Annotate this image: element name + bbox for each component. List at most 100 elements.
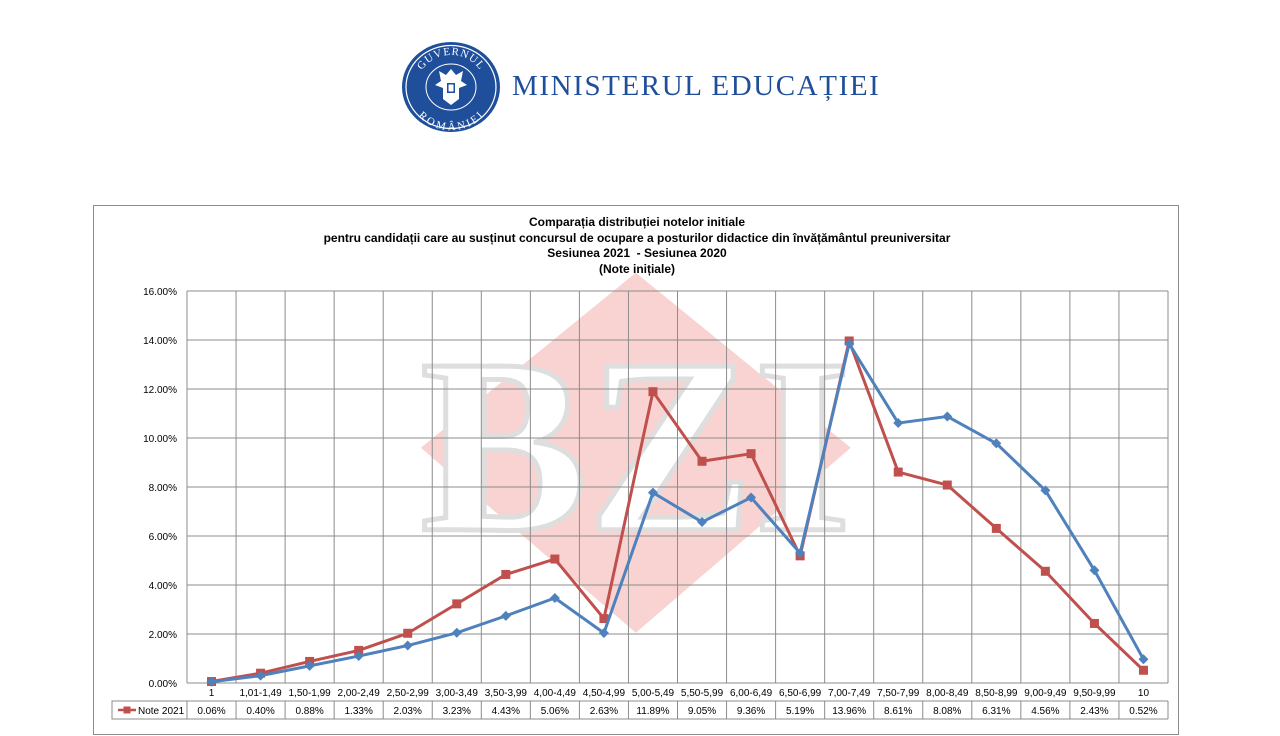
x-tick-label: 6,00-6,49 <box>730 688 773 699</box>
x-tick-label: 3,00-3,49 <box>436 688 479 699</box>
chart-area: BZI 0.00% 2.00% 4.00% 6.00% 8.00% 10.00% 12.00%… <box>93 205 1179 735</box>
x-tick-label: 3,50-3,99 <box>485 688 528 699</box>
data-point <box>746 492 757 503</box>
data-point <box>648 387 658 397</box>
data-point <box>1040 485 1051 496</box>
data-point <box>403 628 413 638</box>
x-tick-label: 10 <box>1138 688 1150 699</box>
x-tick-label: 6,50-6,99 <box>779 688 822 699</box>
x-tick-label: 2,50-2,99 <box>387 688 430 699</box>
series-line-2021 <box>211 339 1145 684</box>
data-label: 2.43% <box>1080 706 1108 717</box>
data-point <box>942 411 953 422</box>
data-point <box>1040 566 1050 576</box>
data-point <box>647 487 658 498</box>
data-label: 0.06% <box>197 706 225 717</box>
chart: BZI 0.00% 2.00% 4.00% 6.00% 8.00% 10.00% 12.00%… <box>111 272 1169 720</box>
x-tick-label: 4,00-4,49 <box>534 688 577 699</box>
data-label: 0.52% <box>1129 706 1157 717</box>
x-tick-label: 9,00-9,49 <box>1024 688 1067 699</box>
data-point <box>1138 654 1149 665</box>
data-point <box>549 592 560 603</box>
x-tick-label: 1,01-1,49 <box>239 688 282 699</box>
data-label: 11.89% <box>636 706 669 717</box>
watermark-diamond <box>420 272 851 633</box>
data-point <box>1138 665 1148 675</box>
chart-title-line-4: (Note inițiale) <box>598 262 675 276</box>
data-point <box>255 670 266 681</box>
y-tick-label: 8.00% <box>149 483 177 494</box>
data-label: 2.63% <box>590 706 618 717</box>
data-point <box>1089 565 1100 576</box>
data-point <box>452 599 462 609</box>
x-tick-label: 1,50-1,99 <box>288 688 331 699</box>
x-tick-label: 9,50-9,99 <box>1073 688 1116 699</box>
y-tick-label: 10.00% <box>143 434 177 445</box>
data-point <box>501 569 511 579</box>
chart-title-line-3: Sesiunea 2021 - Sesiunea 2020 <box>547 246 727 260</box>
x-tick-label: 1 <box>209 688 215 699</box>
page-header: GUVERNUL ROMÂNIEI MINISTERUL EDUCAȚIEI <box>0 0 1280 180</box>
data-label: 0.40% <box>246 706 274 717</box>
government-seal-icon: GUVERNUL ROMÂNIEI <box>402 42 500 133</box>
data-point <box>746 449 756 459</box>
data-label: 9.36% <box>737 706 765 717</box>
data-point <box>991 438 1002 449</box>
data-label: 4.43% <box>492 706 520 717</box>
legend-marker-2021 <box>123 706 131 714</box>
chart-title-line-1: Comparația distribuției notelor initiale <box>528 215 746 229</box>
x-tick-label: 5,50-5,99 <box>681 688 724 699</box>
data-point <box>795 548 806 559</box>
chart-title-line-2: pentru candidații care au susținut concu… <box>323 231 951 245</box>
data-point <box>402 640 413 651</box>
y-tick-label: 4.00% <box>149 581 177 592</box>
x-tick-label: 7,50-7,99 <box>877 688 920 699</box>
data-label: 6.31% <box>982 706 1010 717</box>
data-point <box>697 517 708 528</box>
data-point <box>353 651 364 662</box>
data-point <box>550 554 560 564</box>
data-point <box>1089 618 1099 628</box>
y-tick-label: 12.00% <box>143 385 177 396</box>
y-tick-label: 0.00% <box>149 679 177 690</box>
data-point <box>304 660 315 671</box>
data-point <box>599 614 609 624</box>
data-label: 1.33% <box>344 706 372 717</box>
data-label: 8.08% <box>933 706 961 717</box>
data-label: 0.88% <box>295 706 323 717</box>
y-tick-label: 2.00% <box>149 630 177 641</box>
x-tick-label: 4,50-4,99 <box>583 688 626 699</box>
x-tick-label: 8,50-8,99 <box>975 688 1018 699</box>
x-tick-label: 5,00-5,49 <box>632 688 675 699</box>
x-tick-label: 8,00-8,49 <box>926 688 969 699</box>
data-point <box>893 418 904 429</box>
data-label: 4.56% <box>1031 706 1059 717</box>
data-label: 8.61% <box>884 706 912 717</box>
x-tick-label: 7,00-7,49 <box>828 688 871 699</box>
data-label: 2.03% <box>394 706 422 717</box>
data-point <box>697 456 707 466</box>
y-tick-label: 14.00% <box>143 336 177 347</box>
ministry-name: MINISTERUL EDUCAȚIEI <box>512 70 881 102</box>
data-point <box>206 676 217 687</box>
y-tick-label: 6.00% <box>149 532 177 543</box>
data-point <box>844 338 855 349</box>
data-label: 3.23% <box>443 706 471 717</box>
watermark-text: BZI <box>420 308 851 585</box>
data-label: 9.05% <box>688 706 716 717</box>
data-label: 13.96% <box>832 706 866 717</box>
data-label: 5.06% <box>541 706 569 717</box>
data-point <box>942 480 952 490</box>
series-line-2020 <box>211 342 1145 684</box>
data-point <box>500 610 511 621</box>
x-tick-label: 2,00-2,49 <box>338 688 381 699</box>
data-point <box>354 645 364 655</box>
watermark: BZI <box>418 272 854 633</box>
data-point <box>451 627 462 638</box>
data-point <box>893 467 903 477</box>
data-point <box>991 523 1001 533</box>
legend-label-2021: Note 2021 <box>138 706 185 717</box>
data-label: 5.19% <box>786 706 814 717</box>
y-tick-label: 16.00% <box>143 287 177 298</box>
data-point <box>598 628 609 639</box>
